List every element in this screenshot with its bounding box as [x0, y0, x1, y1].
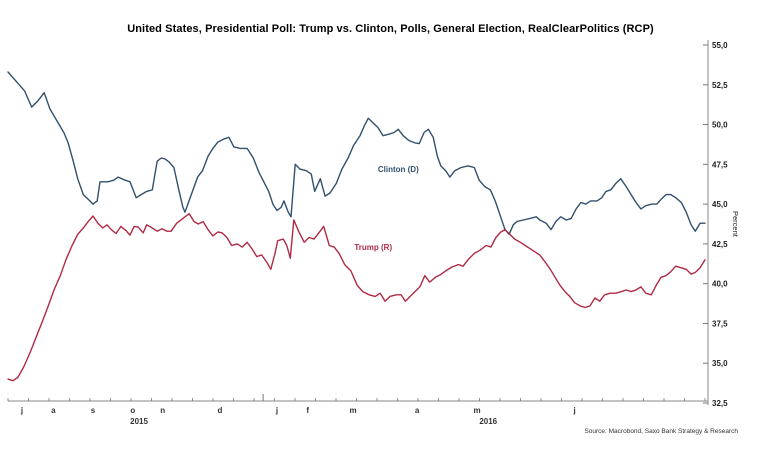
y-tick-label: 42,5	[712, 240, 728, 249]
source-note: Source: Macrobond, Saxo Bank Strategy & …	[584, 428, 738, 435]
y-tick-label: 37,5	[712, 319, 728, 328]
y-tick-label: 45,0	[712, 200, 728, 209]
chart-title: United States, Presidential Poll: Trump …	[127, 23, 654, 35]
series-line-clinton	[7, 71, 706, 236]
y-axis-title: Percent	[731, 211, 740, 237]
x-month-label: o	[130, 406, 135, 415]
x-month-label: f	[306, 406, 309, 415]
x-month-label: s	[91, 406, 96, 415]
x-month-label: m	[474, 406, 481, 415]
x-month-label: j	[573, 406, 576, 415]
y-tick-label: 47,5	[712, 160, 728, 169]
y-tick-label: 40,0	[712, 280, 728, 289]
series-line-trump	[7, 212, 706, 382]
y-tick-label: 55,0	[712, 41, 728, 50]
x-month-label: j	[20, 406, 23, 415]
y-tick-label: 35,0	[712, 359, 728, 368]
x-month-label: a	[51, 406, 56, 415]
x-year-label: 2016	[479, 417, 497, 426]
y-tick-label: 50,0	[712, 121, 728, 130]
series-label-trump: Trump (R)	[354, 243, 392, 252]
x-month-label: j	[275, 406, 278, 415]
series-label-clinton: Clinton (D)	[378, 165, 419, 174]
x-month-label: n	[160, 406, 165, 415]
y-tick-label: 52,5	[712, 81, 728, 90]
x-month-label: m	[349, 406, 356, 415]
x-year-label: 2015	[130, 417, 148, 426]
x-month-label: a	[415, 406, 420, 415]
x-month-label: d	[217, 406, 222, 415]
y-tick-label: 32,5	[712, 399, 728, 408]
